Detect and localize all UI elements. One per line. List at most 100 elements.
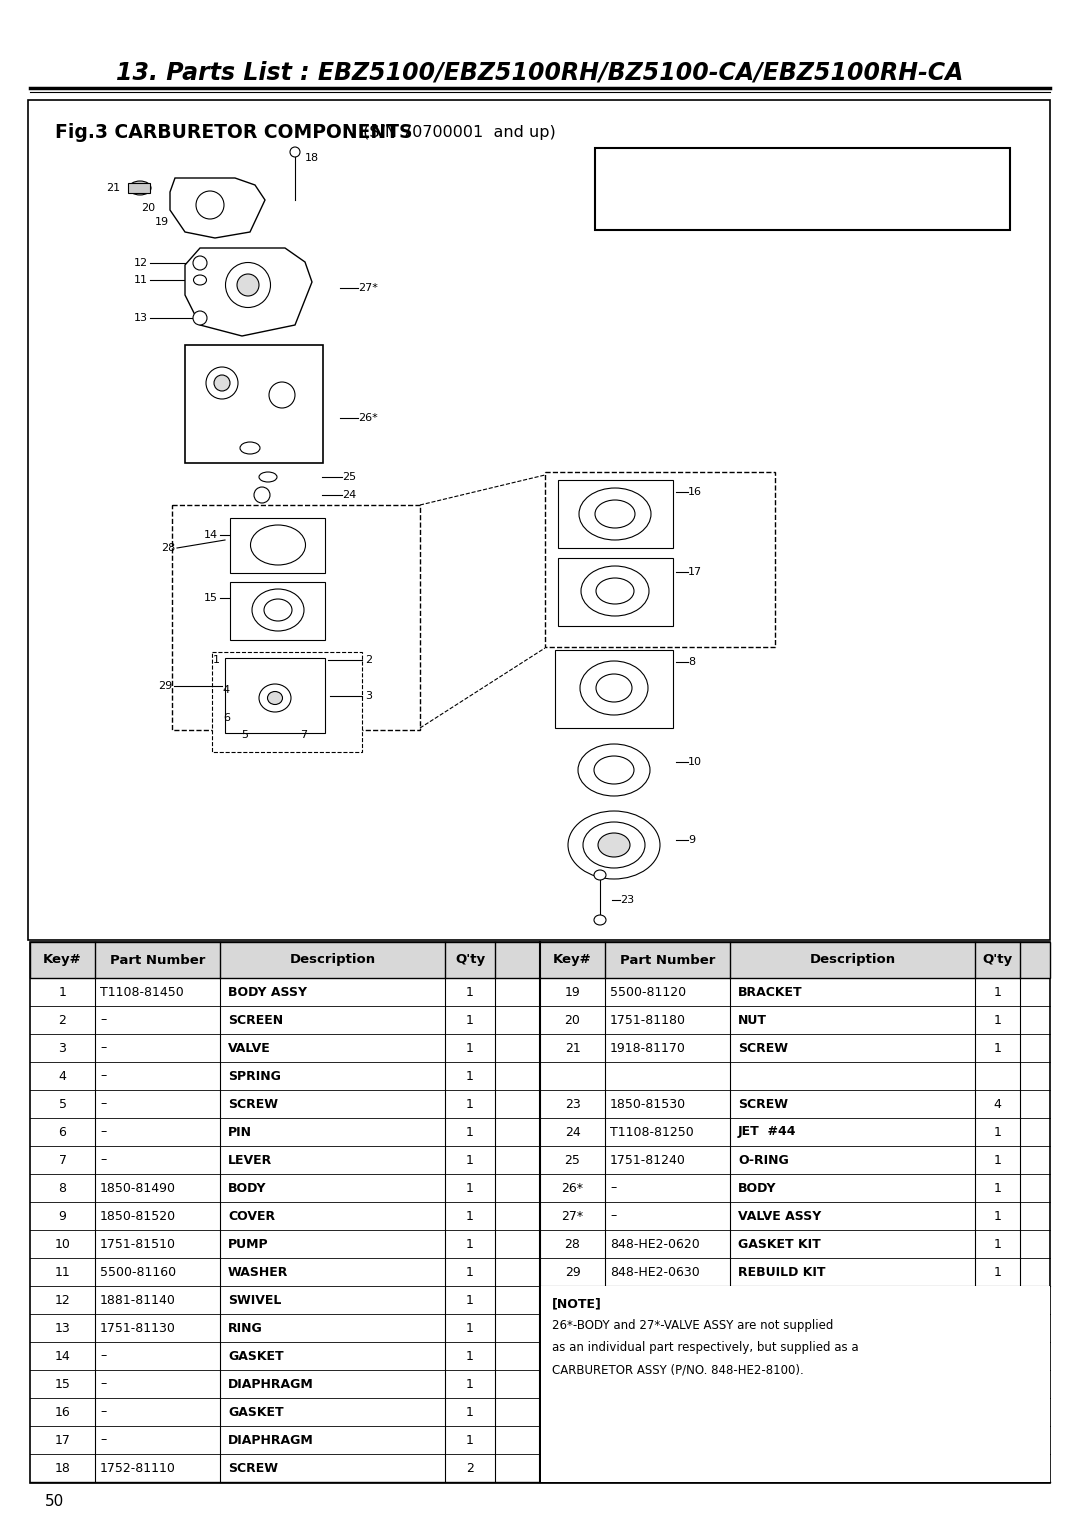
Text: 1: 1 (994, 1210, 1001, 1222)
Text: 14: 14 (204, 530, 218, 540)
Text: 1850-81490: 1850-81490 (100, 1181, 176, 1195)
Bar (212, 652, 362, 752)
Text: 20: 20 (565, 1013, 580, 1027)
Bar (129, 183, 150, 192)
Text: T1108-81250: T1108-81250 (610, 1126, 693, 1138)
Text: 6: 6 (222, 713, 230, 723)
Text: –: – (100, 1433, 106, 1447)
Ellipse shape (596, 578, 634, 604)
Ellipse shape (214, 375, 230, 391)
Text: 1: 1 (994, 1042, 1001, 1054)
Ellipse shape (195, 191, 224, 220)
Text: 1881-81140: 1881-81140 (100, 1294, 176, 1306)
Text: 1: 1 (994, 1154, 1001, 1166)
Text: 24: 24 (342, 490, 356, 501)
Text: CARBURETOR ASSY (P/NO. 848-HE2-8100).: CARBURETOR ASSY (P/NO. 848-HE2-8100). (552, 1364, 804, 1376)
Ellipse shape (291, 146, 300, 157)
Ellipse shape (596, 674, 632, 702)
Text: VALVE ASSY: VALVE ASSY (738, 1210, 821, 1222)
Text: 13: 13 (134, 313, 148, 324)
Bar (172, 505, 420, 729)
Bar (230, 581, 325, 639)
Text: DIAPHRAGM: DIAPHRAGM (228, 1433, 314, 1447)
Text: –: – (100, 1042, 106, 1054)
Text: GASKET: GASKET (228, 1349, 284, 1363)
Text: Description: Description (289, 954, 376, 966)
Text: 10: 10 (55, 1238, 70, 1250)
Text: 1: 1 (467, 1294, 474, 1306)
Text: 2: 2 (58, 1013, 67, 1027)
Bar (230, 517, 325, 572)
Bar (30, 942, 1050, 1483)
Text: Part Number: Part Number (620, 954, 715, 966)
Text: 5500-81160: 5500-81160 (100, 1265, 176, 1279)
Text: 1: 1 (994, 986, 1001, 998)
Text: PUMP: PUMP (228, 1238, 269, 1250)
Text: SPRING: SPRING (228, 1070, 281, 1082)
Text: 848-HE2-0630: 848-HE2-0630 (610, 1265, 700, 1279)
Text: 1: 1 (58, 986, 67, 998)
Text: 1: 1 (467, 1238, 474, 1250)
Text: (S/N 70700001  and up): (S/N 70700001 and up) (357, 125, 556, 139)
Text: 17: 17 (55, 1433, 70, 1447)
Bar (555, 650, 673, 728)
Text: 27*: 27* (357, 282, 378, 293)
Bar (30, 942, 1050, 978)
Text: –: – (610, 1181, 617, 1195)
Text: 14: 14 (55, 1349, 70, 1363)
Text: Fig.3 CARBURETOR COMPONENTS: Fig.3 CARBURETOR COMPONENTS (55, 122, 413, 142)
Text: 1: 1 (467, 1433, 474, 1447)
Text: 28: 28 (565, 1238, 580, 1250)
Ellipse shape (259, 684, 291, 713)
Text: 7: 7 (300, 729, 307, 740)
Text: 8: 8 (58, 1181, 67, 1195)
Text: 23: 23 (620, 896, 634, 905)
Ellipse shape (226, 262, 270, 308)
Text: 1: 1 (467, 1265, 474, 1279)
Text: 12: 12 (134, 258, 148, 269)
Text: 8: 8 (688, 658, 696, 667)
Text: 16: 16 (688, 487, 702, 497)
Text: 9: 9 (58, 1210, 67, 1222)
Text: 5: 5 (58, 1097, 67, 1111)
Text: Part Number: Part Number (110, 954, 205, 966)
Text: 1850-81530: 1850-81530 (610, 1097, 686, 1111)
Ellipse shape (237, 275, 259, 296)
Text: 2: 2 (467, 1462, 474, 1474)
Text: BRACKET: BRACKET (738, 986, 802, 998)
Text: 1: 1 (467, 1097, 474, 1111)
Text: 20: 20 (140, 203, 156, 214)
Text: 21: 21 (106, 183, 120, 192)
Text: –: – (100, 1405, 106, 1419)
Text: 4: 4 (222, 685, 230, 694)
Bar (545, 472, 775, 647)
Text: 4: 4 (58, 1070, 67, 1082)
Text: [NOTE]: [NOTE] (552, 1297, 602, 1311)
Text: 21: 21 (565, 1042, 580, 1054)
Text: –: – (100, 1154, 106, 1166)
Polygon shape (170, 179, 265, 238)
Text: 10: 10 (688, 757, 702, 768)
Text: 1: 1 (467, 986, 474, 998)
Text: 1751-81180: 1751-81180 (610, 1013, 686, 1027)
Bar (541, 1286, 1050, 1482)
Text: 18: 18 (55, 1462, 70, 1474)
Text: –: – (100, 1097, 106, 1111)
Text: 2: 2 (365, 655, 373, 665)
Ellipse shape (581, 566, 649, 617)
Text: 3: 3 (365, 691, 372, 700)
Bar (558, 559, 673, 626)
Ellipse shape (268, 691, 283, 705)
Text: 28: 28 (161, 543, 175, 552)
Text: 13. Parts List : EBZ5100/EBZ5100RH/BZ5100-CA/EBZ5100RH-CA: 13. Parts List : EBZ5100/EBZ5100RH/BZ510… (117, 60, 963, 84)
Text: 25: 25 (342, 472, 356, 482)
Text: 17: 17 (688, 568, 702, 577)
Ellipse shape (193, 311, 207, 325)
Text: 26*-BODY and 27*-VALVE ASSY are not supplied: 26*-BODY and 27*-VALVE ASSY are not supp… (552, 1320, 834, 1332)
Text: 1: 1 (467, 1322, 474, 1335)
Text: 16: 16 (55, 1405, 70, 1419)
Text: 1: 1 (467, 1070, 474, 1082)
Text: 1918-81170: 1918-81170 (610, 1042, 686, 1054)
Ellipse shape (595, 501, 635, 528)
Text: 18: 18 (305, 153, 319, 163)
